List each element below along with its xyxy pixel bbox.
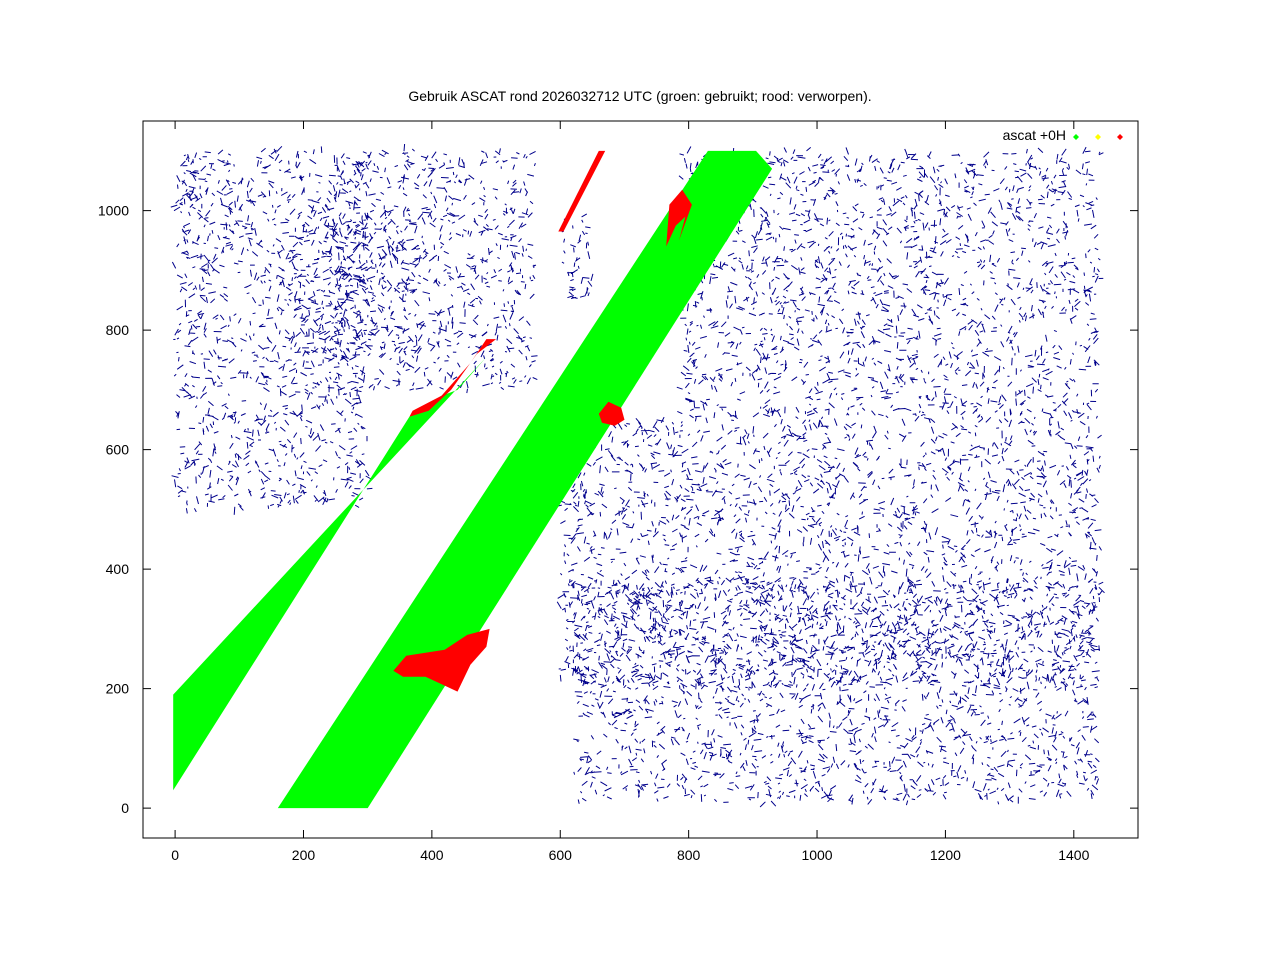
x-tick-label: 200 — [292, 847, 316, 863]
legend-label: ascat +0H — [1003, 127, 1066, 143]
legend-marker — [1073, 134, 1079, 140]
legend-marker — [1117, 134, 1123, 140]
y-tick-label: 800 — [106, 322, 130, 338]
axis-ticks: 0 200 400 600 800 1000 1200 1400 0 200 400 600 800 10… — [98, 121, 1138, 863]
x-tick-label: 600 — [549, 847, 573, 863]
y-tick-label: 0 — [121, 800, 129, 816]
coastline-layer — [170, 143, 1105, 808]
x-tick-label: 800 — [677, 847, 701, 863]
swath-west-rejected — [409, 339, 497, 417]
rejected-cluster-south — [393, 628, 490, 692]
x-tick-label: 1200 — [930, 847, 961, 863]
x-tick-label: 0 — [171, 847, 179, 863]
swath-north-rejected — [558, 150, 606, 232]
rejected-ring-mid — [598, 401, 625, 426]
y-tick-label: 600 — [106, 442, 130, 458]
y-tick-label: 400 — [106, 561, 130, 577]
rejected-north-clusters — [666, 189, 692, 247]
coastline-path — [170, 143, 1105, 808]
swath-east-used — [277, 150, 773, 809]
legend: ascat +0H — [1003, 127, 1123, 143]
y-tick-label: 1000 — [98, 203, 129, 219]
plot-frame — [142, 120, 1139, 839]
y-tick-label: 200 — [106, 681, 130, 697]
x-tick-label: 1000 — [801, 847, 832, 863]
x-tick-label: 1400 — [1058, 847, 1089, 863]
plot-border — [142, 120, 1139, 839]
chart-title: Gebruik ASCAT rond 2026032712 UTC (groen… — [408, 88, 872, 104]
swath-layer — [173, 150, 773, 809]
x-tick-label: 400 — [420, 847, 444, 863]
legend-marker — [1095, 134, 1101, 140]
